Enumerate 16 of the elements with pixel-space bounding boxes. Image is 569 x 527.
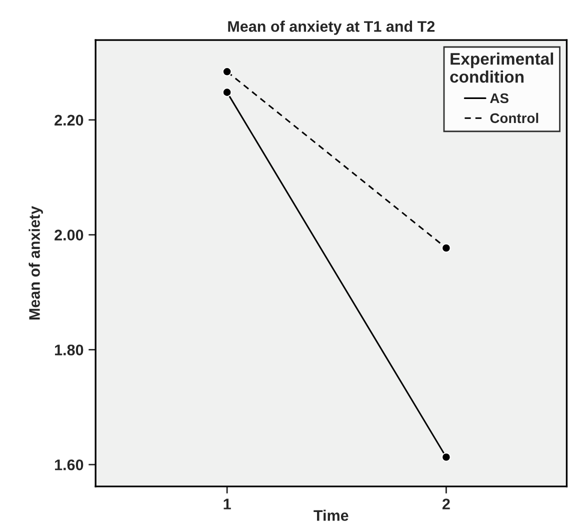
y-tick-label: 1.80 [55, 344, 84, 356]
point [222, 88, 232, 98]
legend-label: Control [490, 112, 538, 124]
legend-title: Experimental condition [450, 52, 554, 83]
legend-label: AS [490, 93, 508, 104]
y-tick-label: 1.60 [55, 459, 84, 470]
x-tick-label: 1 [224, 498, 231, 510]
y-axis-title: Mean of anxiety [28, 206, 43, 320]
chart-title: Mean of anxiety at T1 and T2 [228, 20, 435, 35]
x-tick-label: 2 [442, 498, 450, 510]
y-tick-label: 2.00 [54, 230, 84, 240]
y-tick-label: 2.20 [54, 114, 84, 126]
point [222, 66, 232, 76]
x-axis-title: Time [314, 510, 348, 521]
point [442, 243, 451, 253]
point [442, 452, 451, 462]
